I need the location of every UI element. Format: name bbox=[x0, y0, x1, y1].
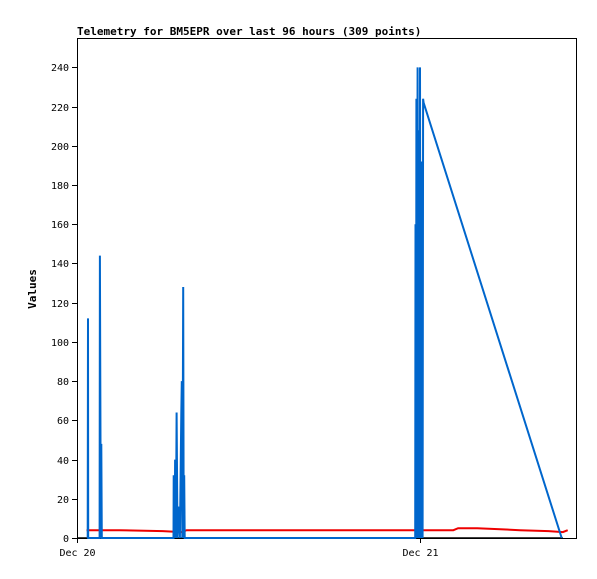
y-tick-label: 60 bbox=[57, 416, 69, 427]
y-tick-label: 160 bbox=[51, 220, 69, 231]
y-tick-label: 0 bbox=[63, 534, 69, 545]
x-tick-label: Dec 21 bbox=[402, 548, 438, 559]
y-tick-label: 220 bbox=[51, 103, 69, 114]
y-tick-label: 120 bbox=[51, 299, 69, 310]
plot-area-frame bbox=[77, 38, 577, 539]
y-tick-label: 180 bbox=[51, 181, 69, 192]
y-tick-label: 80 bbox=[57, 377, 69, 388]
y-axis-label: Values bbox=[26, 269, 39, 309]
y-tick-label: 200 bbox=[51, 142, 69, 153]
y-tick-label: 140 bbox=[51, 259, 69, 270]
series-line-1 bbox=[86, 527, 569, 534]
y-tick-label: 40 bbox=[57, 456, 69, 467]
series-layer bbox=[77, 67, 569, 539]
y-tick-label: 240 bbox=[51, 63, 69, 74]
series-line-2 bbox=[86, 67, 563, 539]
y-tick-label: 20 bbox=[57, 495, 69, 506]
y-tick-label: 100 bbox=[51, 338, 69, 349]
y-axis: 0 20 40 60 80 100 120 140 160 180 200 220 240 bbox=[51, 63, 77, 545]
chart-title: Telemetry for BM5EPR over last 96 hours … bbox=[77, 25, 421, 38]
x-tick-label: Dec 20 bbox=[59, 548, 95, 559]
x-axis: Dec 20 Dec 21 bbox=[59, 538, 439, 559]
